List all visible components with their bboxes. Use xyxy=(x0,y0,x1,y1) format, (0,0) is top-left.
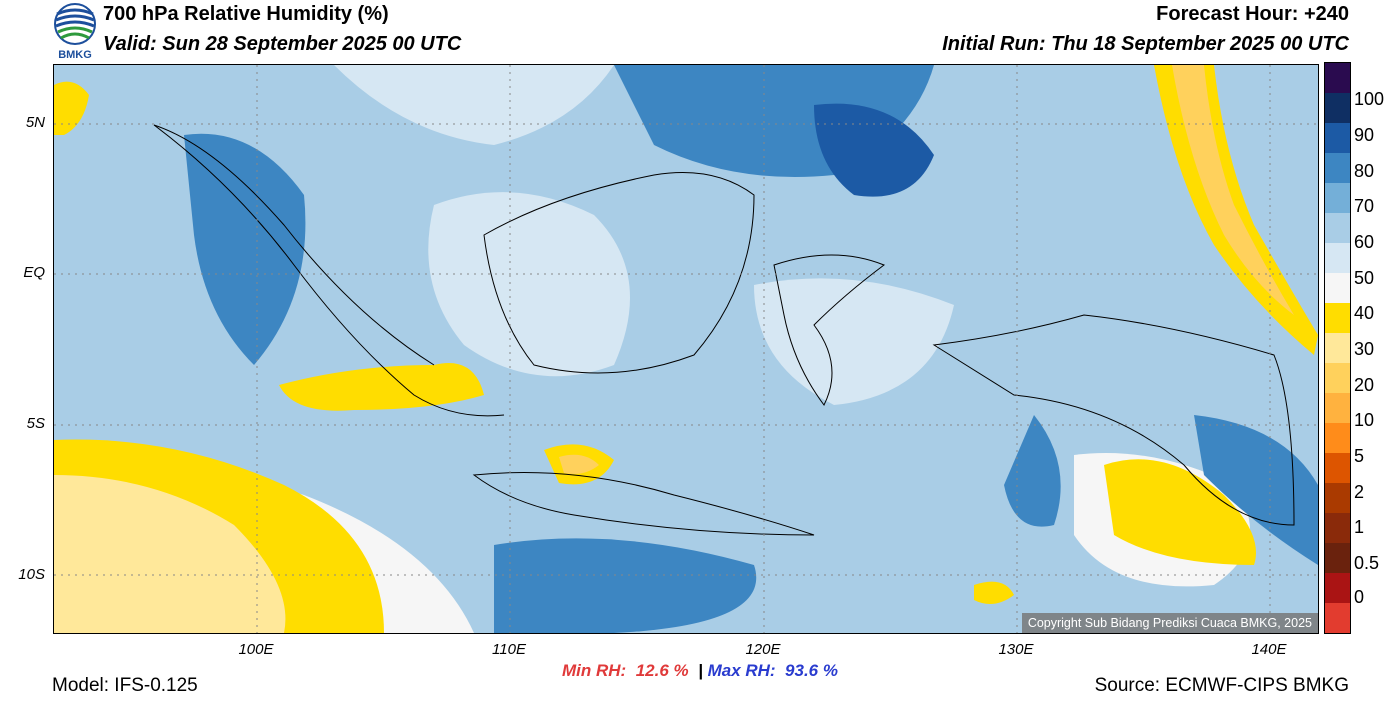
lat-label-5s: 5S xyxy=(26,415,45,432)
colorbar-segment xyxy=(1325,273,1350,303)
stats-separator: | xyxy=(698,661,703,680)
colorbar-label: 70 xyxy=(1354,196,1375,216)
lon-label-100e: 100E xyxy=(238,641,274,658)
min-rh: Min RH: 12.6 % xyxy=(562,661,689,680)
colorbar-label: 40 xyxy=(1354,303,1375,323)
colorbar-segment xyxy=(1325,573,1350,603)
colorbar-segment xyxy=(1325,333,1350,363)
humidity-map-canvas xyxy=(54,65,1318,633)
map-title: 700 hPa Relative Humidity (%) xyxy=(103,3,389,25)
borneo-coast xyxy=(483,172,755,374)
colorbar-label: 0 xyxy=(1354,587,1365,607)
colorbar-segment xyxy=(1325,183,1350,213)
lat-label-eq: EQ xyxy=(23,264,45,281)
valid-time: Valid: Sun 28 September 2025 00 UTC xyxy=(103,33,462,55)
coastlines xyxy=(153,124,1295,536)
min-rh-value: 12.6 % xyxy=(635,661,689,680)
colorbar-segment xyxy=(1325,423,1350,453)
graticule xyxy=(54,65,1318,633)
humidity-map: Copyright Sub Bidang Prediksi Cuaca BMKG… xyxy=(53,64,1319,634)
colorbar-segment xyxy=(1325,123,1350,153)
papua-coast xyxy=(932,314,1295,526)
very-moist-area xyxy=(814,103,934,197)
colorbar-segment xyxy=(1325,243,1350,273)
sulawesi-coast xyxy=(773,254,886,406)
colorbar-label: 100 xyxy=(1354,89,1385,109)
initial-run: Initial Run: Thu 18 September 2025 00 UT… xyxy=(942,33,1349,55)
sumatra-coast xyxy=(153,124,435,366)
colorbar-segment xyxy=(1325,213,1350,243)
lon-label-120e: 120E xyxy=(745,641,781,658)
moist-area xyxy=(494,538,757,633)
colorbar-segment xyxy=(1325,513,1350,543)
dry-band xyxy=(54,81,89,135)
low-humidity-area xyxy=(428,192,630,377)
colorbar-segment xyxy=(1325,603,1350,633)
colorbar-label: 90 xyxy=(1354,125,1375,145)
lon-label-130e: 130E xyxy=(998,641,1034,658)
colorbar-label: 0.5 xyxy=(1354,553,1380,573)
bmkg-logo: BMKG xyxy=(52,2,98,61)
java-coast xyxy=(472,472,815,536)
colorbar-segment xyxy=(1325,393,1350,423)
colorbar-label: 20 xyxy=(1354,375,1375,395)
max-rh: Max RH: 93.6 % xyxy=(708,661,838,680)
colorbar-segment xyxy=(1325,303,1350,333)
colorbar xyxy=(1324,62,1351,634)
very-dry-band xyxy=(54,475,286,633)
colorbar-segment xyxy=(1325,153,1350,183)
dry-band xyxy=(974,581,1014,604)
very-dry-band xyxy=(559,454,599,474)
lon-label-110e: 110E xyxy=(492,641,526,658)
colorbar-segment xyxy=(1325,363,1350,393)
colorbar-label: 80 xyxy=(1354,161,1375,181)
very-dry-band xyxy=(1172,65,1294,315)
max-rh-value: 93.6 % xyxy=(785,661,838,680)
colorbar-label: 60 xyxy=(1354,232,1375,252)
colorbar-label: 1 xyxy=(1354,517,1365,537)
moist-area xyxy=(184,133,306,365)
model-info: Model: IFS-0.125 xyxy=(52,675,198,696)
lon-label-140e: 140E xyxy=(1251,641,1287,658)
lat-label-5n: 5N xyxy=(25,114,45,131)
colorbar-label: 5 xyxy=(1354,446,1365,466)
colorbar-segment xyxy=(1325,63,1350,93)
sumatra-coast xyxy=(153,124,505,417)
moist-area xyxy=(1194,415,1318,565)
colorbar-segment xyxy=(1325,453,1350,483)
max-rh-label: Max RH: xyxy=(707,661,776,680)
colorbar-segment xyxy=(1325,93,1350,123)
dry-band xyxy=(279,363,484,411)
min-rh-label: Min RH: xyxy=(562,661,627,680)
colorbar-label: 50 xyxy=(1354,268,1375,288)
svg-text:BMKG: BMKG xyxy=(58,49,92,60)
moist-area xyxy=(1004,415,1061,527)
colorbar-label: 2 xyxy=(1354,482,1365,502)
forecast-hour: Forecast Hour: +240 xyxy=(1156,3,1349,25)
dry-band xyxy=(1104,459,1256,565)
source-info: Source: ECMWF-CIPS BMKG xyxy=(1094,675,1349,696)
low-humidity-area xyxy=(334,65,614,145)
rh-stats: Min RH: 12.6 % | Max RH: 93.6 % xyxy=(0,661,1400,681)
colorbar-segment xyxy=(1325,543,1350,573)
colorbar-segment xyxy=(1325,483,1350,513)
lat-label-10s: 10S xyxy=(18,566,45,583)
copyright-notice: Copyright Sub Bidang Prediksi Cuaca BMKG… xyxy=(1021,613,1318,633)
colorbar-label: 10 xyxy=(1354,410,1375,430)
colorbar-label: 30 xyxy=(1354,339,1375,359)
